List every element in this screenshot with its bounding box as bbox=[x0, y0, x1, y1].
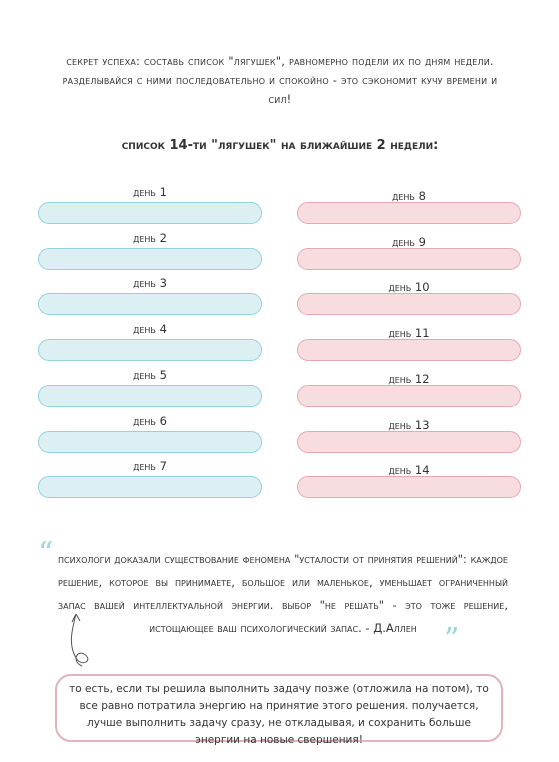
day-field bbox=[38, 476, 262, 499]
day-label: день 13 bbox=[388, 417, 430, 432]
day-field bbox=[297, 339, 521, 362]
day-field bbox=[38, 339, 262, 362]
curl-arrow bbox=[70, 613, 89, 667]
quote-mark: “ bbox=[38, 536, 54, 571]
quote-text: психологи доказали существование феномен… bbox=[58, 552, 508, 635]
day-label: день 7 bbox=[133, 459, 167, 474]
heading: список 14-ти "лягушек" на ближайшие 2 не… bbox=[121, 138, 439, 153]
day-label: день 6 bbox=[133, 413, 167, 428]
day-field bbox=[297, 430, 521, 453]
quote-mark: ” bbox=[444, 622, 460, 657]
day-field bbox=[297, 476, 521, 499]
note-box bbox=[55, 674, 503, 742]
day-field bbox=[38, 202, 262, 224]
day-label: день 9 bbox=[392, 234, 426, 249]
intro-text: секрет успеха: составь список "лягушек",… bbox=[62, 54, 498, 106]
day-field bbox=[38, 247, 262, 270]
day-label: день 2 bbox=[133, 230, 167, 245]
day-field bbox=[297, 247, 521, 270]
day-field bbox=[38, 384, 262, 407]
day-label: день 12 bbox=[388, 371, 430, 386]
note-text: то есть, если ты решила выполнить задачу… bbox=[69, 683, 489, 746]
day-field bbox=[38, 430, 262, 453]
day-field bbox=[297, 202, 521, 224]
day-field bbox=[297, 384, 521, 407]
day-field bbox=[297, 293, 521, 316]
day-label: день 11 bbox=[388, 326, 430, 341]
day-label: день 3 bbox=[133, 276, 167, 291]
day-label: день 14 bbox=[388, 463, 430, 478]
day-label: день 4 bbox=[133, 322, 167, 337]
day-label: день 10 bbox=[388, 280, 430, 295]
day-field bbox=[38, 293, 262, 316]
day-label: день 8 bbox=[392, 189, 426, 203]
day-label: день 1 bbox=[133, 185, 167, 199]
day-label: день 5 bbox=[133, 367, 167, 382]
